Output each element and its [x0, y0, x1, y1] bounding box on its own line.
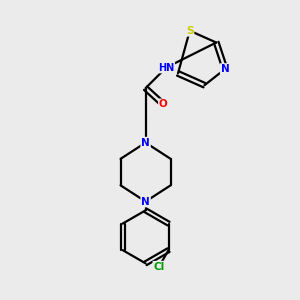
- Text: N: N: [221, 64, 230, 74]
- Text: HN: HN: [158, 63, 174, 73]
- Text: N: N: [141, 196, 150, 206]
- Text: Cl: Cl: [153, 262, 165, 272]
- Text: O: O: [159, 99, 168, 110]
- Text: S: S: [186, 26, 194, 36]
- Text: N: N: [141, 138, 150, 148]
